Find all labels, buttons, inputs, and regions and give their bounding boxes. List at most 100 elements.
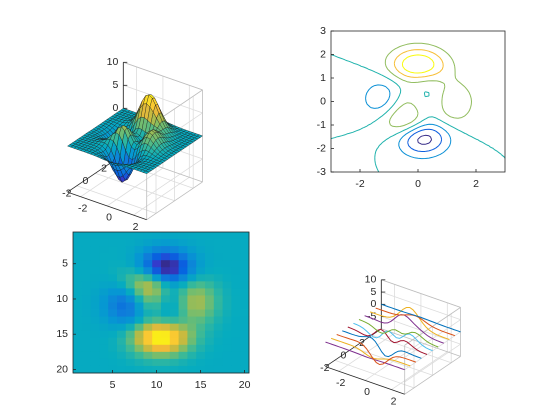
heatmap-cell xyxy=(81,309,91,317)
heatmap-cell xyxy=(108,239,118,247)
heatmap-cell xyxy=(222,344,232,353)
heatmap-cell xyxy=(73,344,83,353)
heatmap-cell xyxy=(125,309,135,317)
heatmap-cell xyxy=(143,344,153,353)
heatmap-cell xyxy=(161,281,171,289)
heatmap-cell xyxy=(196,288,206,296)
heatmap-cell xyxy=(125,281,135,289)
surface-mesh xyxy=(67,94,203,183)
contour-line xyxy=(330,54,506,173)
heatmap-cell xyxy=(73,323,83,332)
y-tick-label: -2 xyxy=(317,142,326,154)
heatmap-cell xyxy=(90,239,100,247)
heatmap-cell xyxy=(178,281,188,289)
heatmap-cell xyxy=(187,309,197,317)
heatmap-cell xyxy=(213,232,223,240)
heatmap-cell xyxy=(108,365,118,374)
heatmap-cell xyxy=(240,309,250,317)
heatmap-cell xyxy=(134,288,144,296)
heatmap-cell xyxy=(125,232,135,240)
heatmap-cell xyxy=(205,337,215,346)
heatmap-cell xyxy=(231,365,241,374)
heatmap-cell xyxy=(187,288,197,296)
heatmap-cell xyxy=(169,295,179,303)
heatmap-cell xyxy=(108,232,118,240)
heatmap-cell xyxy=(240,351,250,360)
heatmap-cell xyxy=(90,365,100,374)
heatmap-cell xyxy=(125,365,135,374)
heatmap-cell xyxy=(169,344,179,353)
heatmap-cell xyxy=(73,260,83,268)
heatmap-cell xyxy=(240,344,250,353)
y-tick-label: 2 xyxy=(101,162,107,174)
grid-line xyxy=(404,331,461,371)
heatmap-cell xyxy=(108,260,118,268)
heatmap-cell xyxy=(240,330,250,339)
heatmap-cell xyxy=(81,337,91,346)
heatmap-cell xyxy=(134,344,144,353)
heatmap-cell xyxy=(213,253,223,261)
heatmap-cell xyxy=(240,302,250,310)
heatmap-cell xyxy=(231,288,241,296)
heatmap-cell xyxy=(125,351,135,360)
heatmap-cell xyxy=(196,239,206,247)
heatmap-cell xyxy=(196,344,206,353)
heatmap-cell xyxy=(205,274,215,282)
heatmap-cell xyxy=(99,274,109,282)
heatmap-cell xyxy=(231,246,241,254)
heatmap-cell xyxy=(134,246,144,254)
heatmap-cell xyxy=(152,281,162,289)
heatmap-cell xyxy=(99,239,109,247)
z-tick-label: 0 xyxy=(112,102,118,114)
x-tick-label: 0 xyxy=(364,386,370,398)
heatmap-cell xyxy=(117,358,127,367)
heatmap-cell xyxy=(73,288,83,296)
heatmap-cell xyxy=(222,281,232,289)
heatmap-cell xyxy=(231,351,241,360)
heatmap-cell xyxy=(90,358,100,367)
heatmap-cell xyxy=(134,365,144,374)
heatmap-cell xyxy=(108,281,118,289)
axes-edge xyxy=(381,279,461,308)
heatmap-cell xyxy=(90,302,100,310)
heatmap-cell xyxy=(161,302,171,310)
heatmap-cell xyxy=(108,302,118,310)
series-line xyxy=(353,322,433,352)
x-tick-label: 5 xyxy=(110,379,116,391)
axes-edge xyxy=(404,356,461,395)
heatmap-cell xyxy=(169,288,179,296)
heatmap-cell xyxy=(205,330,215,339)
heatmap-cell xyxy=(73,274,83,282)
heatmap-plot: 5 10 15 20 5 10 15 20 xyxy=(56,231,251,391)
heatmap-cell xyxy=(178,358,188,367)
heatmap-cell xyxy=(205,253,215,261)
z-tick-label: 0 xyxy=(370,298,376,310)
series-line xyxy=(381,303,461,333)
heatmap-cell xyxy=(143,288,153,296)
heatmap-cell xyxy=(73,302,83,310)
heatmap-cell xyxy=(108,253,118,261)
heatmap-cell xyxy=(169,358,179,367)
heatmap-cell xyxy=(81,344,91,353)
heatmap-cell xyxy=(90,246,100,254)
heatmap-cell xyxy=(125,239,135,247)
heatmap-cell xyxy=(117,239,127,247)
series-line xyxy=(325,341,405,371)
heatmap-cell xyxy=(240,239,250,247)
heatmap-cell xyxy=(90,260,100,268)
heatmap-cell xyxy=(178,337,188,346)
heatmap-cell xyxy=(213,246,223,254)
heatmap-cell xyxy=(187,239,197,247)
heatmap-cell xyxy=(81,288,91,296)
heatmap-cell xyxy=(108,330,118,339)
z-tick-label: 5 xyxy=(112,79,118,91)
heatmap-cell xyxy=(134,302,144,310)
heatmap-cell xyxy=(90,351,100,360)
series-line xyxy=(330,337,411,367)
heatmap-cell xyxy=(152,253,162,261)
heatmap-cell xyxy=(205,351,215,360)
heatmap-cell xyxy=(213,295,223,303)
